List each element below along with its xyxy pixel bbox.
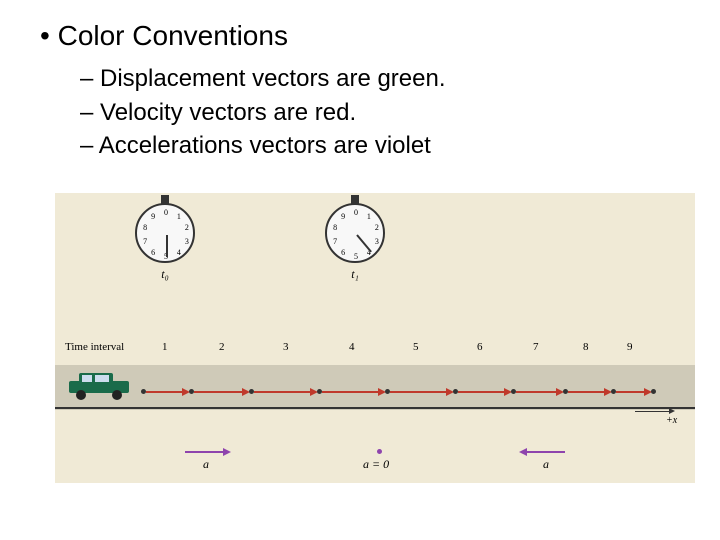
acceleration-arrow <box>185 451 225 453</box>
velocity-arrow <box>458 391 506 393</box>
acceleration-label: a = 0 <box>363 457 389 472</box>
velocity-arrow <box>322 391 380 393</box>
velocity-arrow <box>194 391 244 393</box>
interval-number: 2 <box>219 341 225 353</box>
interval-number: 1 <box>162 341 168 353</box>
acceleration-label: a <box>543 457 549 472</box>
stopwatch-1: 0123456789t₁ <box>320 203 390 293</box>
title-bullet: Color Conventions <box>40 20 690 52</box>
interval-number: 4 <box>349 341 355 353</box>
interval-number: 6 <box>477 341 483 353</box>
x-axis-arrow <box>635 411 670 412</box>
interval-number: 9 <box>627 341 633 353</box>
physics-figure: 0123456789t₀ 0123456789t₁ Time interval 1 2 3… <box>55 193 695 483</box>
interval-number: 3 <box>283 341 289 353</box>
subpoint-3: Accelerations vectors are violet <box>80 129 690 163</box>
subpoint-1: Displacement vectors are green. <box>80 62 690 96</box>
interval-number: 7 <box>533 341 539 353</box>
velocity-arrow <box>516 391 558 393</box>
timeline-label: Time interval <box>65 341 124 353</box>
acceleration-zero-dot <box>377 449 382 454</box>
acceleration-label: a <box>203 457 209 472</box>
road <box>55 365 695 410</box>
stopwatch-0: 0123456789t₀ <box>130 203 200 293</box>
velocity-arrow <box>254 391 312 393</box>
velocity-arrow <box>616 391 646 393</box>
interval-number: 5 <box>413 341 419 353</box>
car-icon <box>65 369 135 406</box>
velocity-arrow <box>568 391 606 393</box>
x-axis-label: +x <box>666 415 677 426</box>
subpoint-2: Velocity vectors are red. <box>80 96 690 130</box>
velocity-arrow <box>146 391 184 393</box>
acceleration-arrow <box>525 451 565 453</box>
interval-number: 8 <box>583 341 589 353</box>
velocity-arrow <box>390 391 448 393</box>
slide-container: Color Conventions Displacement vectors a… <box>0 0 720 503</box>
